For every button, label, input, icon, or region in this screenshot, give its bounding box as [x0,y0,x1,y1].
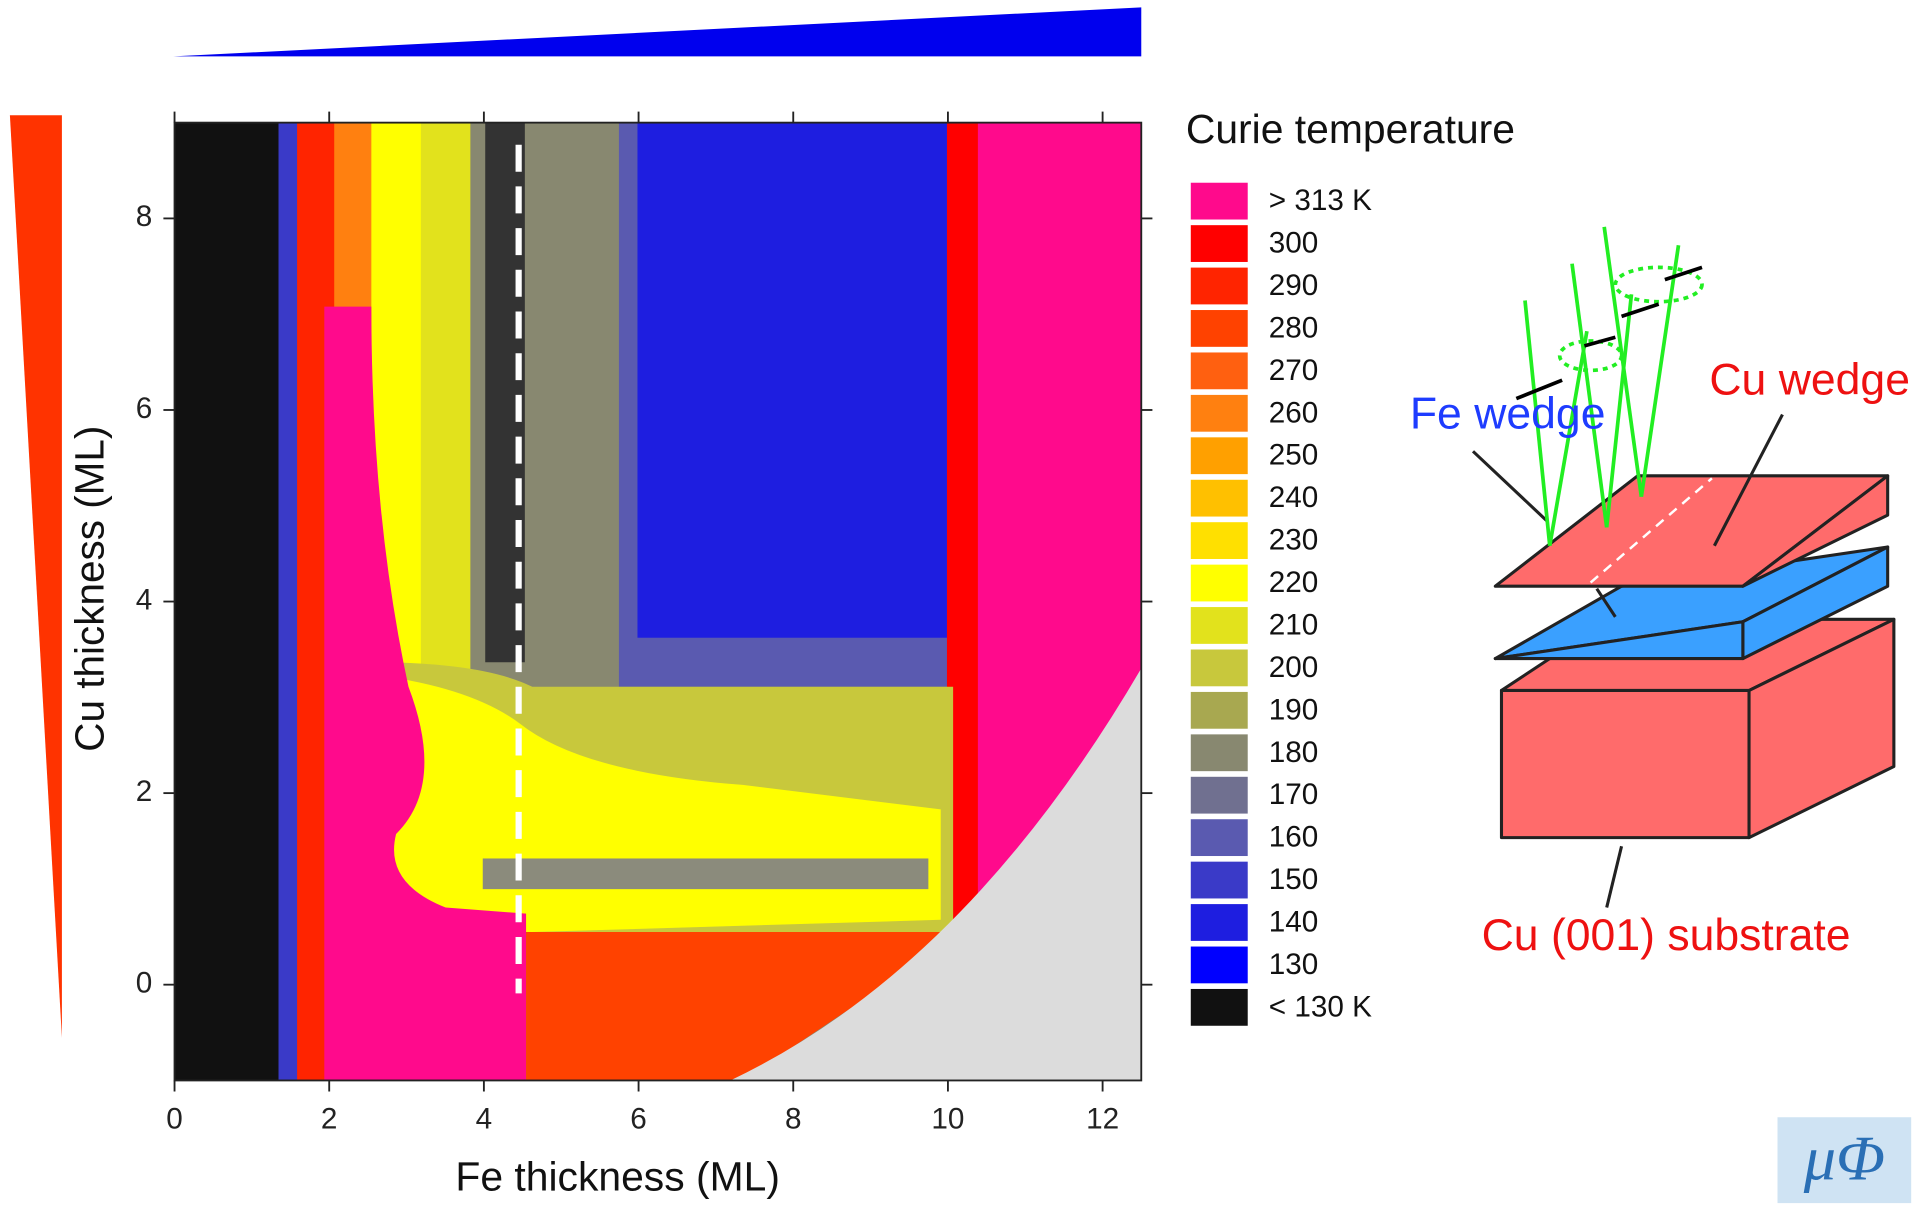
y-tick-label: 0 [136,967,153,1000]
logo-box [1777,1117,1912,1204]
x-tick-label: 4 [476,1103,493,1136]
colorbar-label: 300 [1269,227,1319,260]
colorbar-label: 260 [1269,396,1319,429]
axes: 0 2 4 6 8 10 12 0 2 4 6 8 [136,111,1153,1136]
x-tick-label: 10 [931,1103,964,1136]
colorbar-swatch [1190,776,1248,814]
y-tick-label: 6 [136,392,153,425]
colorbar-label: 240 [1269,481,1319,514]
annotation: Cu wedge [1709,355,1910,404]
colorbar-swatch [1190,861,1248,899]
colorbar-swatch [1190,522,1248,559]
colorbar-label: 190 [1269,693,1319,726]
annotation: Fe wedge [1410,390,1606,439]
colorbar-label: 280 [1269,312,1319,345]
colorbar-swatch [1190,310,1248,347]
x-tick-label: 8 [785,1103,802,1136]
annotation: Cu (001) substrate [1482,911,1851,960]
colorbar-swatch [1190,394,1248,432]
colorbar-label: 270 [1269,354,1319,387]
colorbar: > 313 K 300 290 280 270 260 250 240 230 220 210 200… [1190,182,1372,1026]
layer-diagram [1471,226,1896,908]
x-tick-label: 0 [166,1103,183,1136]
colorbar-swatch [1190,267,1248,305]
colorbar-swatch [1190,352,1248,390]
colorbar-label: 130 [1269,948,1319,981]
colorbar-swatch [1190,225,1248,262]
colorbar-swatch [1190,564,1248,602]
colorbar-swatch [1190,607,1248,644]
colorbar-label: 220 [1269,566,1319,599]
colorbar-swatch [1190,479,1248,517]
colorbar-label: 170 [1269,778,1319,811]
annotations: Fe wedge Cu wedge Cu (001) substrate μΦ [1410,355,1910,1193]
colorbar-label: 150 [1269,863,1319,896]
annotation: μΦ [1803,1123,1885,1194]
x-tick-label: 12 [1086,1103,1119,1136]
fe-wedge-indicator [173,7,1142,57]
colorbar-swatch [1190,946,1248,984]
y-tick-label: 8 [136,200,153,233]
colorbar-label: 250 [1269,439,1319,472]
colorbar-swatch [1190,691,1248,729]
colorbar-label: 160 [1269,821,1319,854]
colorbar-swatch [1190,819,1248,857]
colorbar-swatch [1190,182,1248,220]
colorbar-label: 210 [1269,609,1319,642]
colorbar-label: > 313 K [1269,184,1372,217]
colorbar-label: 230 [1269,524,1319,557]
colorbar-swatch [1190,649,1248,687]
y-tick-label: 2 [136,775,153,808]
x-tick-label: 6 [630,1103,647,1136]
x-tick-label: 2 [321,1103,338,1136]
x-axis-label: Fe thickness (ML) [455,1154,780,1200]
heatmap [174,122,1142,1081]
colorbar-label: 200 [1269,651,1319,684]
colorbar-label: 290 [1269,269,1319,302]
y-axis-label: Cu thickness (ML) [66,426,112,752]
colorbar-label: 140 [1269,906,1319,939]
colorbar-label: < 130 K [1269,990,1372,1023]
colorbar-swatch [1190,734,1248,772]
colorbar-title: Curie temperature [1186,106,1515,152]
colorbar-swatch [1190,988,1248,1026]
cu-wedge-indicator [9,115,62,1038]
colorbar-swatch [1190,437,1248,475]
colorbar-label: 180 [1269,736,1319,769]
colorbar-swatch [1190,904,1248,941]
y-tick-label: 4 [136,583,153,616]
